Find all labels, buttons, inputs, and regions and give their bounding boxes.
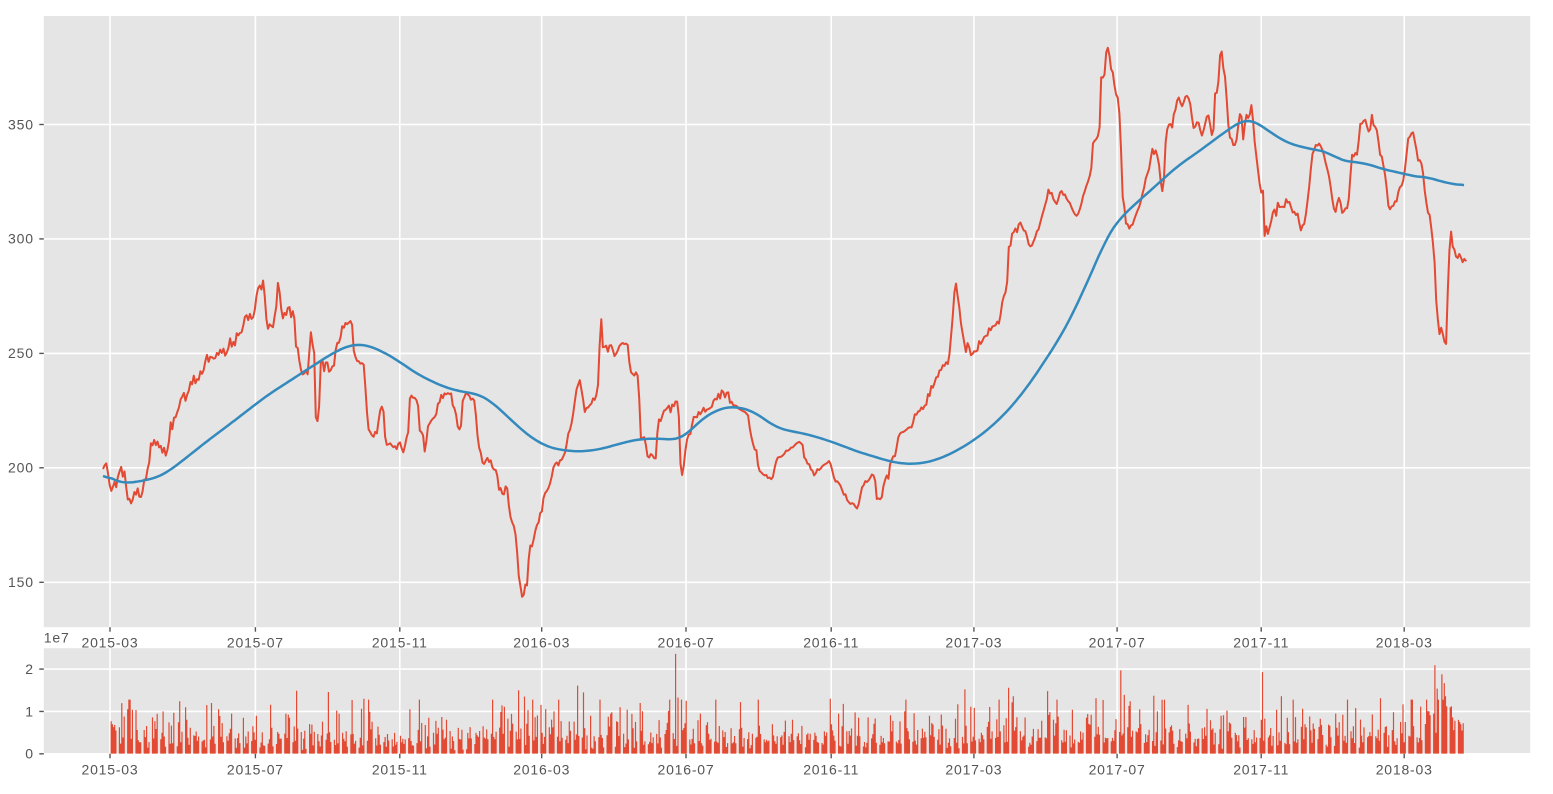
svg-text:2017-07: 2017-07 xyxy=(1089,761,1146,777)
svg-text:2016-03: 2016-03 xyxy=(513,761,570,777)
svg-text:2015-07: 2015-07 xyxy=(227,761,284,777)
svg-text:2015-03: 2015-03 xyxy=(82,761,139,777)
svg-text:200: 200 xyxy=(8,460,34,476)
svg-text:300: 300 xyxy=(8,231,34,247)
svg-text:2018-03: 2018-03 xyxy=(1376,635,1433,651)
svg-text:1: 1 xyxy=(25,703,34,719)
svg-text:2015-07: 2015-07 xyxy=(227,635,284,651)
svg-text:150: 150 xyxy=(8,574,34,590)
svg-text:2017-03: 2017-03 xyxy=(945,635,1002,651)
svg-text:2017-11: 2017-11 xyxy=(1233,635,1289,651)
svg-text:2015-11: 2015-11 xyxy=(372,761,428,777)
svg-text:250: 250 xyxy=(8,345,34,361)
svg-text:2016-03: 2016-03 xyxy=(513,635,570,651)
svg-text:2017-03: 2017-03 xyxy=(945,761,1002,777)
svg-text:2017-11: 2017-11 xyxy=(1233,761,1289,777)
svg-text:2016-11: 2016-11 xyxy=(803,635,859,651)
svg-text:2017-07: 2017-07 xyxy=(1089,635,1146,651)
svg-text:2015-03: 2015-03 xyxy=(82,635,139,651)
svg-text:2016-11: 2016-11 xyxy=(803,761,859,777)
svg-text:2018-03: 2018-03 xyxy=(1376,761,1433,777)
svg-text:2: 2 xyxy=(25,661,34,677)
svg-text:2016-07: 2016-07 xyxy=(658,635,715,651)
svg-text:1e7: 1e7 xyxy=(44,630,70,646)
svg-text:2016-07: 2016-07 xyxy=(658,761,715,777)
svg-text:0: 0 xyxy=(25,746,34,762)
svg-text:2015-11: 2015-11 xyxy=(372,635,428,651)
svg-text:350: 350 xyxy=(8,116,34,132)
